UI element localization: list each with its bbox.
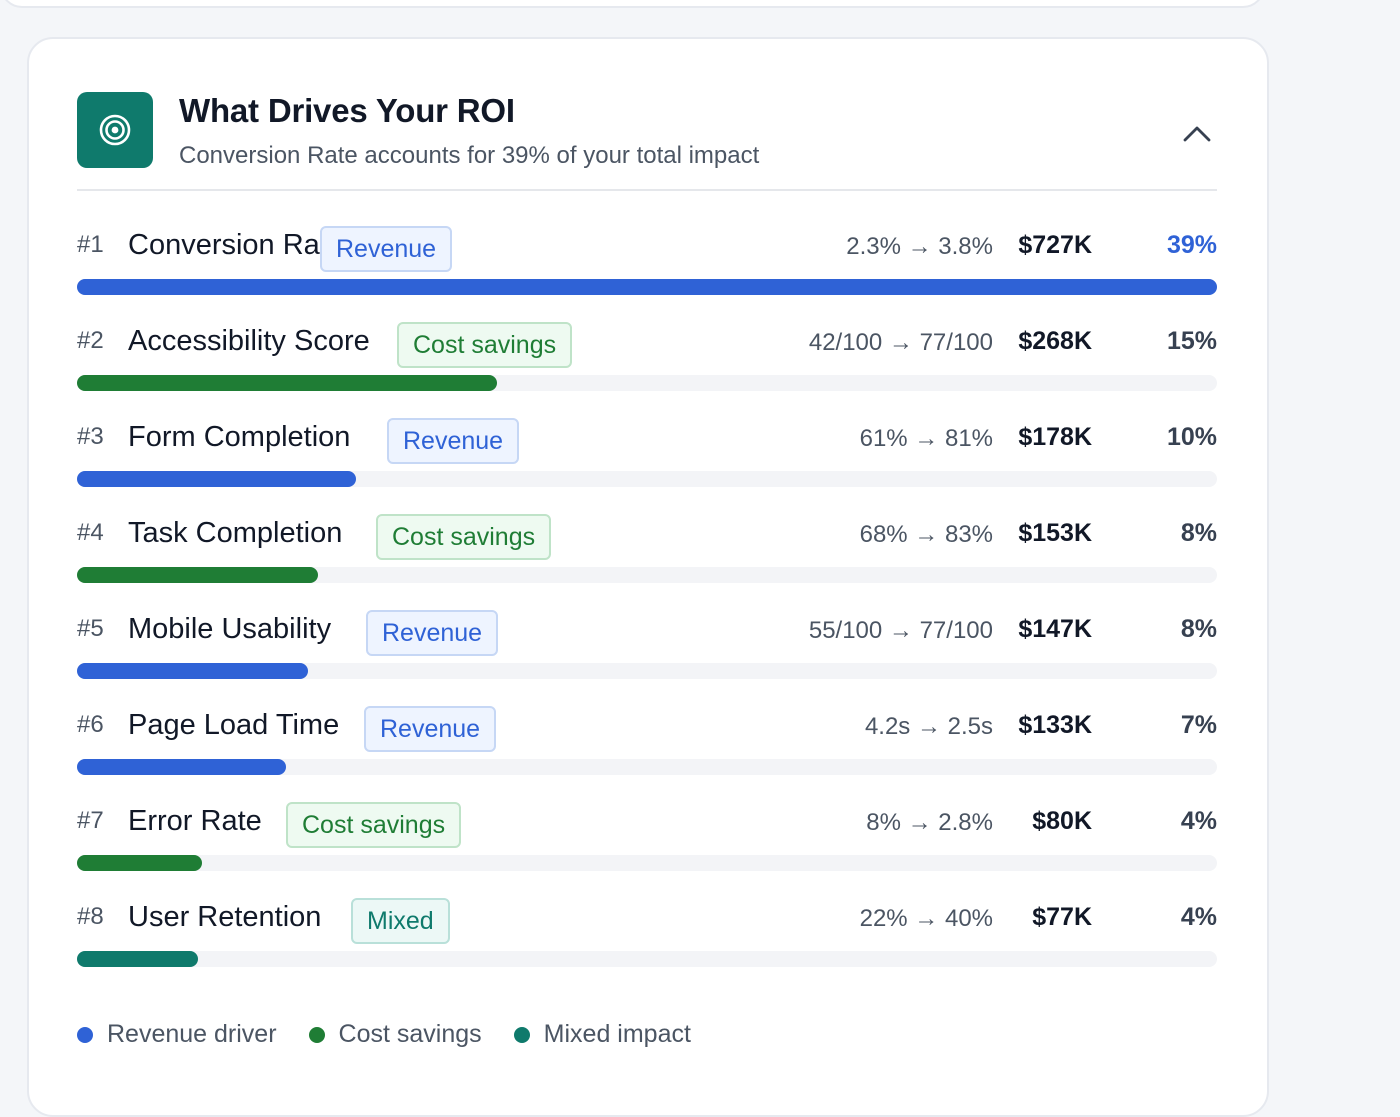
driver-row: #1 Conversion Rate Revenue 2.3% → 3.8% $727K… bbox=[77, 226, 1217, 322]
impact-bar-track bbox=[77, 279, 1217, 295]
impact-bar-fill bbox=[77, 279, 1217, 295]
driver-impact-amount: $178K bbox=[1018, 423, 1092, 451]
legend-label: Mixed impact bbox=[543, 1020, 691, 1048]
driver-change: 2.3% → 3.8% bbox=[846, 233, 993, 260]
driver-impact-share: 8% bbox=[1180, 519, 1217, 547]
driver-impact-share: 8% bbox=[1180, 615, 1217, 643]
driver-rank: #3 bbox=[77, 423, 104, 450]
driver-rank: #2 bbox=[77, 327, 104, 354]
impact-bar-track bbox=[77, 759, 1217, 775]
driver-rank: #8 bbox=[77, 903, 104, 930]
legend-label: Revenue driver bbox=[107, 1020, 277, 1048]
driver-row: #8 User Retention Mixed 22% → 40% $77K 4% bbox=[77, 898, 1217, 994]
driver-impact-amount: $80K bbox=[1032, 807, 1092, 835]
chevron-up-icon bbox=[1183, 126, 1211, 142]
driver-change: 8% → 2.8% bbox=[866, 809, 993, 836]
legend-dot-icon bbox=[77, 1026, 93, 1043]
driver-impact-share: 7% bbox=[1180, 711, 1217, 739]
legend: Revenue driver Cost savings Mixed impact bbox=[77, 1020, 691, 1049]
driver-row: #7 Error Rate Cost savings 8% → 2.8% $80K 4% bbox=[77, 802, 1217, 898]
driver-category-badge: Revenue bbox=[364, 706, 497, 752]
driver-impact-amount: $133K bbox=[1018, 711, 1092, 739]
driver-row: #5 Mobile Usability Revenue 55/100 → 77/100… bbox=[77, 610, 1217, 706]
card-subtitle: Conversion Rate accounts for 39% of your… bbox=[179, 142, 760, 169]
impact-bar-track bbox=[77, 375, 1217, 391]
driver-row: #4 Task Completion Cost savings 68% → 83% $1… bbox=[77, 514, 1217, 610]
driver-name: User Retention bbox=[128, 901, 322, 933]
driver-change: 4.2s → 2.5s bbox=[864, 713, 993, 740]
legend-label: Cost savings bbox=[338, 1020, 482, 1048]
driver-name: Page Load Time bbox=[128, 709, 340, 741]
driver-change: 22% → 40% bbox=[859, 905, 993, 932]
target-icon bbox=[77, 92, 153, 168]
driver-category-badge: Revenue bbox=[320, 226, 453, 272]
impact-bar-track bbox=[77, 951, 1217, 967]
driver-row: #3 Form Completion Revenue 61% → 81% $178K 10… bbox=[77, 418, 1217, 514]
driver-change: 55/100 → 77/100 bbox=[808, 617, 993, 644]
driver-category-badge: Cost savings bbox=[376, 514, 552, 560]
impact-bar-fill bbox=[77, 375, 497, 391]
impact-bar-track bbox=[77, 471, 1217, 487]
card-header: What Drives Your ROI Conversion Rate acc… bbox=[77, 92, 1217, 190]
driver-name: Task Completion bbox=[128, 517, 343, 549]
driver-rank: #7 bbox=[77, 807, 104, 834]
driver-impact-amount: $77K bbox=[1032, 903, 1092, 931]
driver-rank: #1 bbox=[77, 231, 104, 258]
driver-category-badge: Cost savings bbox=[286, 802, 462, 848]
driver-list: #1 Conversion Rate Revenue 2.3% → 3.8% $727K… bbox=[77, 226, 1217, 994]
driver-category-badge: Revenue bbox=[387, 418, 520, 464]
impact-bar-fill bbox=[77, 471, 357, 487]
driver-change: 61% → 81% bbox=[859, 425, 993, 452]
driver-impact-share: 15% bbox=[1166, 327, 1217, 355]
driver-rank: #4 bbox=[77, 519, 104, 546]
collapse-button[interactable] bbox=[1177, 114, 1217, 154]
driver-impact-amount: $153K bbox=[1018, 519, 1092, 547]
previous-card bbox=[0, 0, 1265, 8]
card-title: What Drives Your ROI bbox=[179, 92, 515, 129]
driver-impact-amount: $727K bbox=[1018, 231, 1092, 259]
impact-bar-fill bbox=[77, 759, 286, 775]
header-divider bbox=[77, 189, 1217, 191]
impact-bar-track bbox=[77, 663, 1217, 679]
impact-bar-fill bbox=[77, 663, 309, 679]
driver-name: Accessibility Score bbox=[128, 325, 370, 357]
impact-bar-fill bbox=[77, 855, 203, 871]
impact-bar-fill bbox=[77, 951, 198, 967]
driver-name: Form Completion bbox=[128, 421, 351, 453]
legend-item: Revenue driver bbox=[77, 1020, 277, 1049]
driver-category-badge: Cost savings bbox=[397, 322, 573, 368]
driver-impact-share: 39% bbox=[1166, 231, 1217, 259]
legend-dot-icon bbox=[513, 1026, 530, 1043]
driver-rank: #5 bbox=[77, 615, 104, 642]
driver-name: Conversion Rate bbox=[128, 229, 344, 261]
driver-impact-amount: $147K bbox=[1018, 615, 1092, 643]
driver-impact-share: 4% bbox=[1180, 807, 1217, 835]
driver-impact-amount: $268K bbox=[1018, 327, 1092, 355]
driver-category-badge: Revenue bbox=[366, 610, 499, 656]
driver-name: Error Rate bbox=[128, 805, 262, 837]
impact-bar-track bbox=[77, 855, 1217, 871]
driver-row: #2 Accessibility Score Cost savings 42/100 … bbox=[77, 322, 1217, 418]
impact-bar-fill bbox=[77, 567, 318, 583]
driver-impact-share: 4% bbox=[1180, 903, 1217, 931]
driver-impact-share: 10% bbox=[1166, 423, 1217, 451]
driver-category-badge: Mixed bbox=[351, 898, 450, 944]
legend-item: Mixed impact bbox=[513, 1020, 691, 1049]
impact-bar-track bbox=[77, 567, 1217, 583]
driver-name: Mobile Usability bbox=[128, 613, 332, 645]
driver-row: #6 Page Load Time Revenue 4.2s → 2.5s $133K 7… bbox=[77, 706, 1217, 802]
legend-item: Cost savings bbox=[308, 1020, 482, 1049]
legend-dot-icon bbox=[308, 1026, 325, 1043]
driver-change: 42/100 → 77/100 bbox=[808, 329, 993, 356]
driver-change: 68% → 83% bbox=[859, 521, 993, 548]
driver-rank: #6 bbox=[77, 711, 104, 738]
